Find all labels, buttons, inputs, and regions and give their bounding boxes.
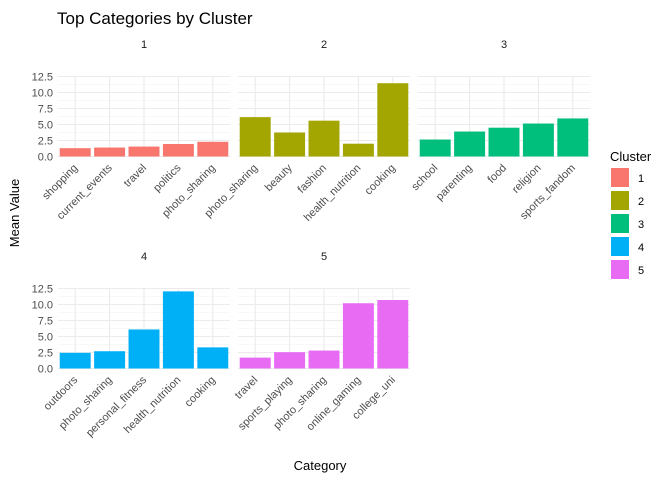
bar-travel: [239, 357, 271, 369]
legend-swatch-3: [611, 214, 629, 233]
bar-beauty: [274, 132, 306, 157]
bar-photo_sharing: [239, 117, 271, 157]
x-tick-label: cooking: [363, 162, 398, 197]
bar-travel: [128, 146, 160, 157]
y-tick-label: 5.0: [38, 120, 53, 132]
x-tick-label: travel: [233, 374, 261, 402]
bar-health_nutrition: [342, 143, 374, 157]
y-tick-label: 2.5: [38, 348, 53, 360]
bar-online_gaming: [342, 303, 374, 369]
y-tick-label: 0.0: [38, 152, 53, 164]
facet-strip-label: 5: [321, 251, 327, 263]
bar-school: [419, 139, 451, 157]
bar-current_events: [94, 147, 126, 157]
x-tick-label: beauty: [263, 162, 295, 194]
bar-health_nutrition: [162, 291, 194, 369]
x-tick-label: cooking: [183, 374, 218, 409]
facet-panel-1: 10.02.55.07.510.012.5shoppingcurrent_eve…: [32, 39, 230, 222]
facet-panel-5: 5travelsports_playingphoto_sharingonline…: [233, 251, 410, 433]
bar-personal_fitness: [128, 329, 160, 369]
y-tick-label: 2.5: [38, 136, 53, 148]
y-tick-label: 0.0: [38, 364, 53, 376]
facet-strip-label: 2: [321, 39, 327, 51]
legend-swatch-2: [611, 191, 629, 210]
y-tick-label: 7.5: [38, 104, 53, 116]
facet-strip-label: 1: [141, 39, 147, 51]
bar-parenting: [454, 131, 486, 157]
bar-shopping: [59, 148, 91, 157]
x-tick-label: politics: [151, 162, 184, 195]
legend-title: Cluster: [610, 149, 652, 164]
x-tick-label: fashion: [296, 162, 330, 196]
legend-label-5: 5: [638, 265, 644, 277]
bar-photo_sharing: [94, 351, 126, 369]
legend-swatch-4: [611, 237, 629, 256]
y-tick-label: 10.0: [32, 300, 53, 312]
x-tick-label: religion: [510, 162, 544, 196]
x-tick-label: travel: [122, 162, 150, 190]
bar-photo_sharing: [308, 350, 340, 369]
bar-food: [488, 127, 520, 157]
bar-sports_fandom: [557, 118, 589, 157]
legend-label-2: 2: [638, 196, 644, 208]
legend-label-4: 4: [638, 242, 644, 254]
facet-panel-4: 40.02.55.07.510.012.5outdoorsphoto_shari…: [32, 251, 230, 439]
bar-photo_sharing: [197, 141, 229, 157]
x-axis-title: Category: [294, 458, 347, 473]
legend-swatch-5: [611, 260, 629, 279]
legend-swatch-1: [611, 168, 629, 187]
x-tick-label: food: [485, 162, 509, 186]
legend-label-3: 3: [638, 219, 644, 231]
y-tick-label: 10.0: [32, 88, 53, 100]
bar-religion: [522, 123, 554, 157]
bar-cooking: [197, 347, 229, 369]
y-tick-label: 7.5: [38, 316, 53, 328]
y-tick-label: 5.0: [38, 332, 53, 344]
y-tick-label: 12.5: [32, 72, 53, 84]
x-tick-label: school: [409, 162, 440, 193]
facet-strip-label: 4: [141, 251, 147, 263]
y-tick-label: 12.5: [32, 284, 53, 296]
bar-fashion: [308, 120, 340, 157]
legend-label-1: 1: [638, 173, 644, 185]
y-axis-title: Mean Value: [7, 179, 22, 247]
bar-college_uni: [377, 300, 409, 369]
bar-cooking: [377, 83, 409, 157]
bar-politics: [162, 144, 194, 157]
bar-sports_playing: [274, 352, 306, 369]
x-tick-label: parenting: [434, 162, 475, 203]
x-tick-label: personal_fitness: [84, 374, 149, 439]
legend: Cluster 1 2 3 4 5: [610, 149, 652, 279]
facet-strip-label: 3: [501, 39, 507, 51]
chart-title: Top Categories by Cluster: [57, 9, 253, 28]
facet-panels: 10.02.55.07.510.012.5shoppingcurrent_eve…: [32, 39, 590, 439]
bar-outdoors: [59, 352, 91, 369]
